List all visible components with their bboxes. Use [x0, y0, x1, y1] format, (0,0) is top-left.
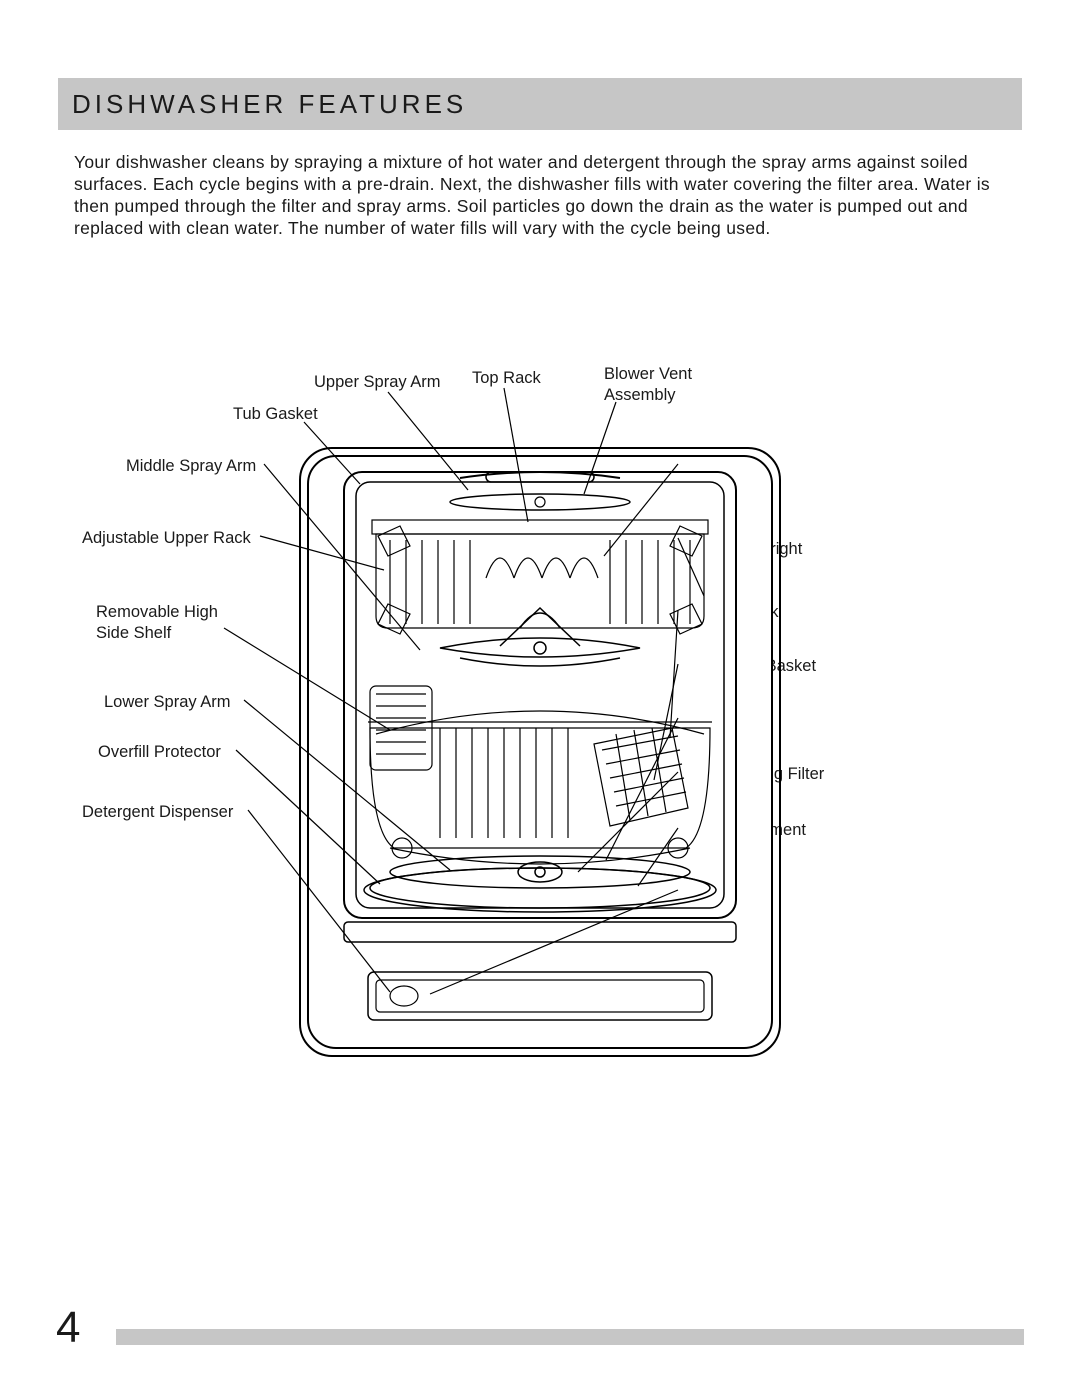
dishwasher-features-diagram: Upper Spray Arm Top Rack Blower Vent Ass…	[58, 350, 1022, 1130]
footer-bar	[116, 1329, 1024, 1345]
intro-paragraph: Your dishwasher cleans by spraying a mix…	[74, 152, 1006, 240]
leader-lines	[58, 350, 1022, 1130]
page-title: DISHWASHER FEATURES	[72, 89, 467, 120]
page: DISHWASHER FEATURES Your dishwasher clea…	[0, 0, 1080, 1397]
page-number: 4	[56, 1303, 80, 1353]
header-bar: DISHWASHER FEATURES	[58, 78, 1022, 130]
